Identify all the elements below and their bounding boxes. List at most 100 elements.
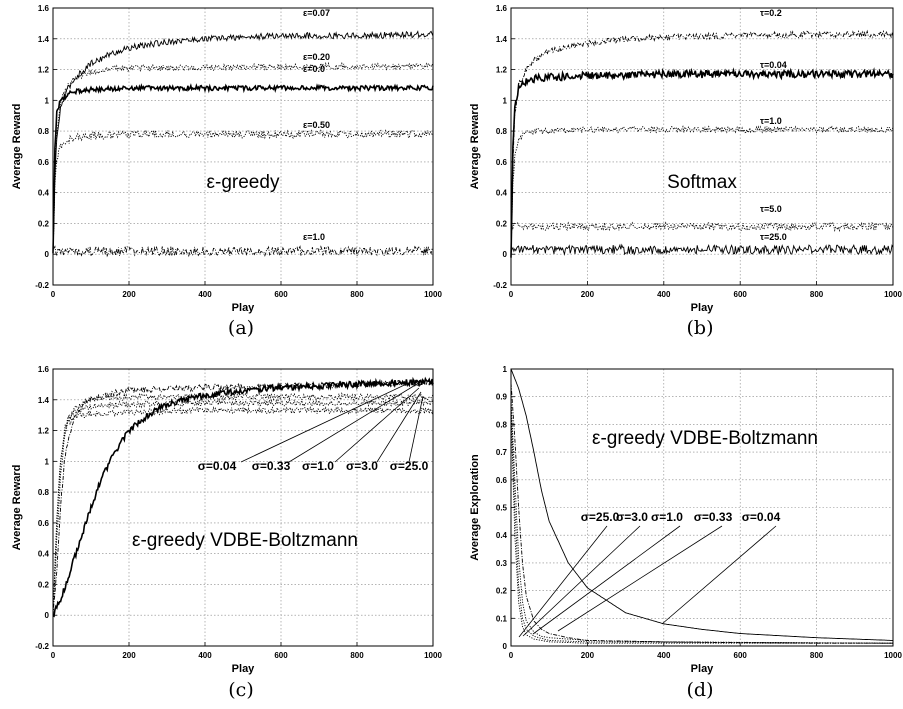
y-tick-label: -0.2 [35, 642, 49, 651]
y-tick-label: -0.2 [35, 281, 49, 290]
x-tick-label: 800 [350, 290, 364, 299]
y-tick-label: 0 [503, 250, 508, 259]
series-label: σ=3.0 [616, 510, 648, 524]
y-tick-label: 1.6 [496, 4, 508, 13]
x-tick-label: 800 [810, 651, 824, 660]
x-tick-label: 400 [198, 290, 212, 299]
y-tick-label: 0.3 [496, 559, 508, 568]
x-tick-label: 200 [581, 651, 595, 660]
y-tick-label: 0 [45, 611, 50, 620]
x-axis-label: Play [232, 663, 256, 675]
panel-caption: (d) [687, 679, 714, 701]
panel-caption: (c) [228, 679, 253, 701]
series-line [52, 128, 434, 253]
callout-line [532, 525, 681, 635]
series-label: τ=25.0 [760, 232, 787, 242]
y-tick-label: 0.4 [38, 550, 50, 559]
series-line [510, 243, 894, 256]
y-tick-label: 1.6 [38, 4, 50, 13]
x-tick-label: 200 [581, 290, 595, 299]
x-tick-label: 600 [274, 290, 288, 299]
x-tick-label: 1000 [884, 290, 902, 299]
series-line [52, 376, 434, 618]
series-label: ε=0.20 [303, 52, 330, 62]
y-tick-label: 0.1 [496, 614, 508, 623]
y-tick-label: 1 [503, 365, 508, 374]
y-tick-label: 1 [45, 96, 50, 105]
panel-caption: (a) [228, 317, 254, 339]
y-tick-label: 1 [503, 96, 508, 105]
y-tick-label: 0 [503, 642, 508, 651]
series-line [52, 398, 434, 616]
series-line [52, 379, 434, 616]
series-line [52, 61, 434, 254]
y-tick-label: 0.5 [496, 504, 508, 513]
series-label: σ=1.0 [651, 510, 683, 524]
y-tick-label: 0.4 [496, 189, 508, 198]
series-line [52, 245, 434, 258]
chart-panel-b: 0 200 400 600 800 1000-0.200.20.40.60.811.21.… [469, 4, 902, 339]
panel-annotation: ε-greedy VDBE-Boltzmann [132, 530, 358, 551]
x-tick-label: 600 [274, 651, 288, 660]
series-line [52, 391, 434, 616]
callout-line [408, 395, 424, 463]
y-tick-label: 0.8 [38, 127, 50, 136]
series-label: σ=3.0 [346, 459, 378, 473]
y-tick-label: 1.2 [38, 427, 50, 436]
y-tick-label: 0.2 [38, 219, 50, 228]
x-tick-label: 800 [810, 290, 824, 299]
series-line [52, 83, 434, 254]
x-axis-label: Play [691, 302, 715, 314]
x-tick-label: 0 [51, 290, 56, 299]
series-label: ε=1.0 [303, 232, 325, 242]
x-tick-label: 200 [122, 651, 136, 660]
x-tick-label: 0 [509, 290, 514, 299]
y-tick-label: 0.9 [496, 393, 508, 402]
series-label: ε=0.0 [303, 64, 325, 74]
x-tick-label: 0 [509, 651, 514, 660]
plot-frame [52, 368, 434, 647]
y-tick-label: 0.7 [496, 448, 508, 457]
series-label: σ=0.04 [742, 510, 781, 524]
y-axis-label: Average Reward [469, 104, 481, 190]
y-tick-label: 1.2 [496, 66, 508, 75]
y-axis-label: Average Exploration [469, 454, 481, 561]
y-tick-label: 0.2 [496, 587, 508, 596]
series-line [510, 382, 893, 644]
plot-frame [510, 368, 894, 647]
series-line [510, 368, 894, 641]
series-label: ε=0.50 [303, 120, 330, 130]
series-line [510, 221, 894, 233]
y-tick-label: 1 [45, 457, 50, 466]
y-axis-label: Average Reward [11, 104, 23, 190]
callout-line [522, 525, 641, 637]
y-tick-label: 0.6 [496, 158, 508, 167]
callout-line [240, 379, 416, 463]
y-tick-label: 0.6 [38, 519, 50, 528]
y-tick-label: 1.4 [38, 35, 50, 44]
series-label: σ=1.0 [302, 459, 334, 473]
y-tick-label: 1.4 [496, 35, 508, 44]
y-tick-label: -0.2 [493, 281, 507, 290]
y-tick-label: 0.2 [496, 219, 508, 228]
plot-frame [510, 7, 894, 286]
series-line [52, 405, 434, 615]
y-axis-label: Average Reward [11, 465, 23, 551]
series-label: τ=1.0 [760, 116, 782, 126]
series-label: τ=0.04 [760, 60, 787, 70]
x-axis-label: Play [232, 302, 256, 314]
x-tick-label: 400 [657, 651, 671, 660]
series-label: ε=0.07 [303, 8, 330, 18]
x-tick-label: 1000 [884, 651, 902, 660]
x-tick-label: 0 [51, 651, 56, 660]
series-label: τ=5.0 [760, 204, 782, 214]
y-tick-label: 0.2 [38, 580, 50, 589]
x-tick-label: 1000 [424, 651, 442, 660]
chart-panel-a: 0 200 400 600 800 1000-0.200.20.40.60.811.21.… [11, 4, 442, 339]
y-tick-label: 0.4 [496, 531, 508, 540]
y-tick-label: 1.2 [38, 66, 50, 75]
y-tick-label: 1.4 [38, 396, 50, 405]
panel-caption: (b) [687, 317, 714, 339]
x-tick-label: 1000 [424, 290, 442, 299]
